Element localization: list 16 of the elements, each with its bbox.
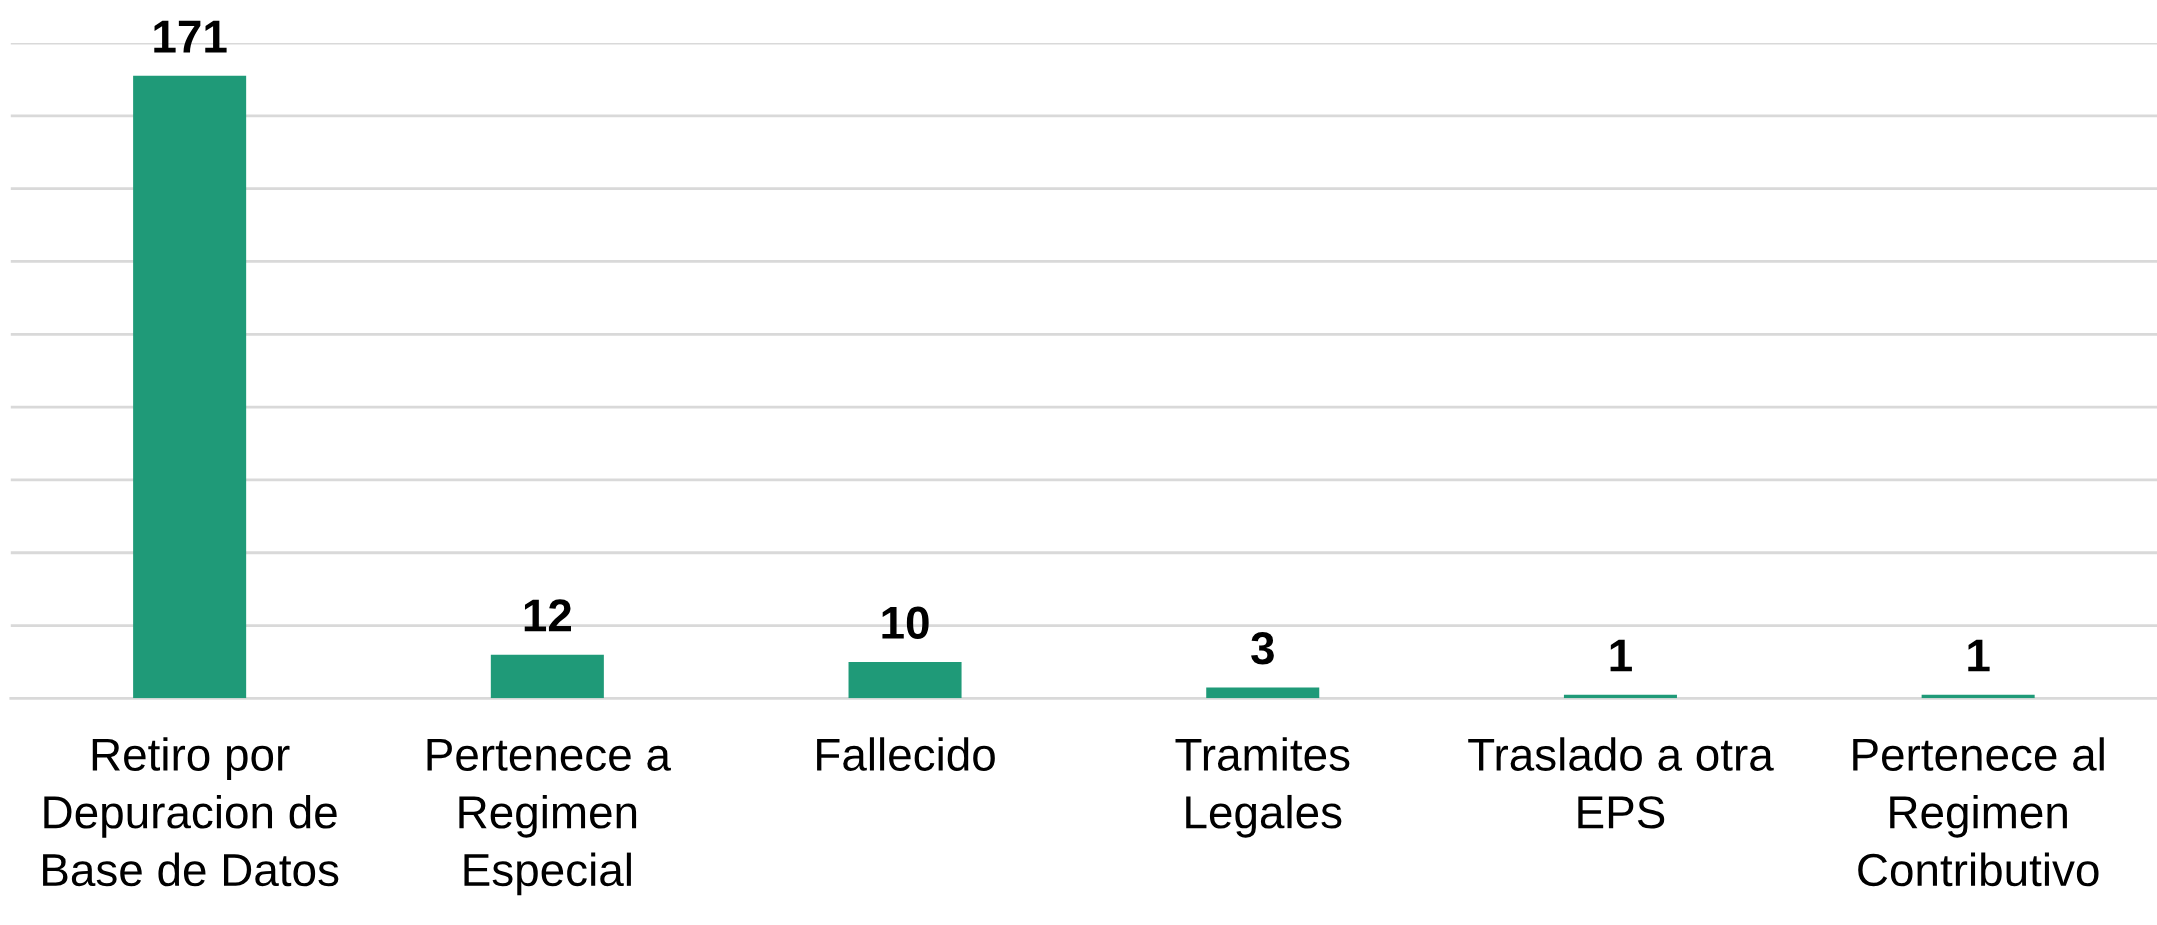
bar <box>1206 687 1320 699</box>
x-tick-label: Traslado a otra EPS <box>1468 737 1774 829</box>
x-tick-label: Tramites Legales <box>1175 737 1350 838</box>
bar <box>848 661 962 699</box>
data-label: 10 <box>882 606 929 640</box>
x-tick-label: Pertenece al Regimen Contributivo <box>1853 737 2104 887</box>
x-tick-label: Pertenece a Regimen Especial <box>427 738 671 896</box>
data-label: 3 <box>1251 632 1274 665</box>
data-label: 12 <box>524 599 571 632</box>
data-label: 1 <box>1968 639 1990 672</box>
bar <box>490 654 604 699</box>
x-tick-label: Fallecido <box>817 737 995 771</box>
data-label: 171 <box>154 20 227 53</box>
data-label: 1 <box>1610 639 1632 672</box>
x-tick-label: Retiro por Depuracion de Base de Datos <box>43 737 339 887</box>
bar <box>133 75 247 699</box>
